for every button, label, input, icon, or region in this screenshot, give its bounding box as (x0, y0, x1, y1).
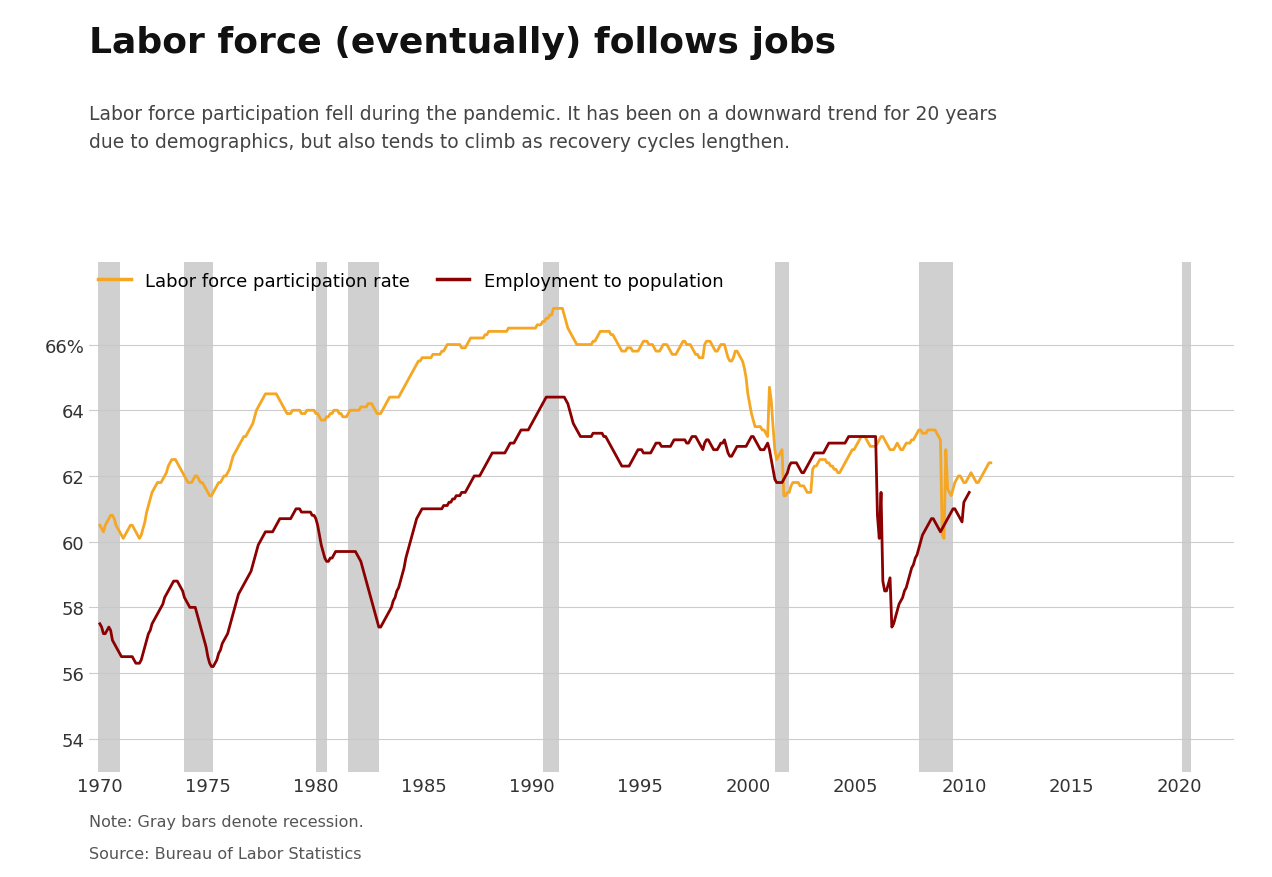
Bar (1182, 263, 1191, 772)
Bar (349, 263, 379, 772)
Bar (918, 263, 953, 772)
Text: Source: Bureau of Labor Statistics: Source: Bureau of Labor Statistics (89, 846, 361, 861)
Bar (543, 263, 558, 772)
Text: Note: Gray bars denote recession.: Note: Gray bars denote recession. (89, 814, 364, 829)
Bar (98, 263, 120, 772)
Text: Labor force (eventually) follows jobs: Labor force (eventually) follows jobs (89, 26, 836, 61)
Legend: Labor force participation rate, Employment to population: Labor force participation rate, Employme… (98, 272, 724, 290)
Text: Labor force participation fell during the pandemic. It has been on a downward tr: Labor force participation fell during th… (89, 105, 997, 153)
Bar (184, 263, 214, 772)
Bar (775, 263, 789, 772)
Bar (315, 263, 327, 772)
